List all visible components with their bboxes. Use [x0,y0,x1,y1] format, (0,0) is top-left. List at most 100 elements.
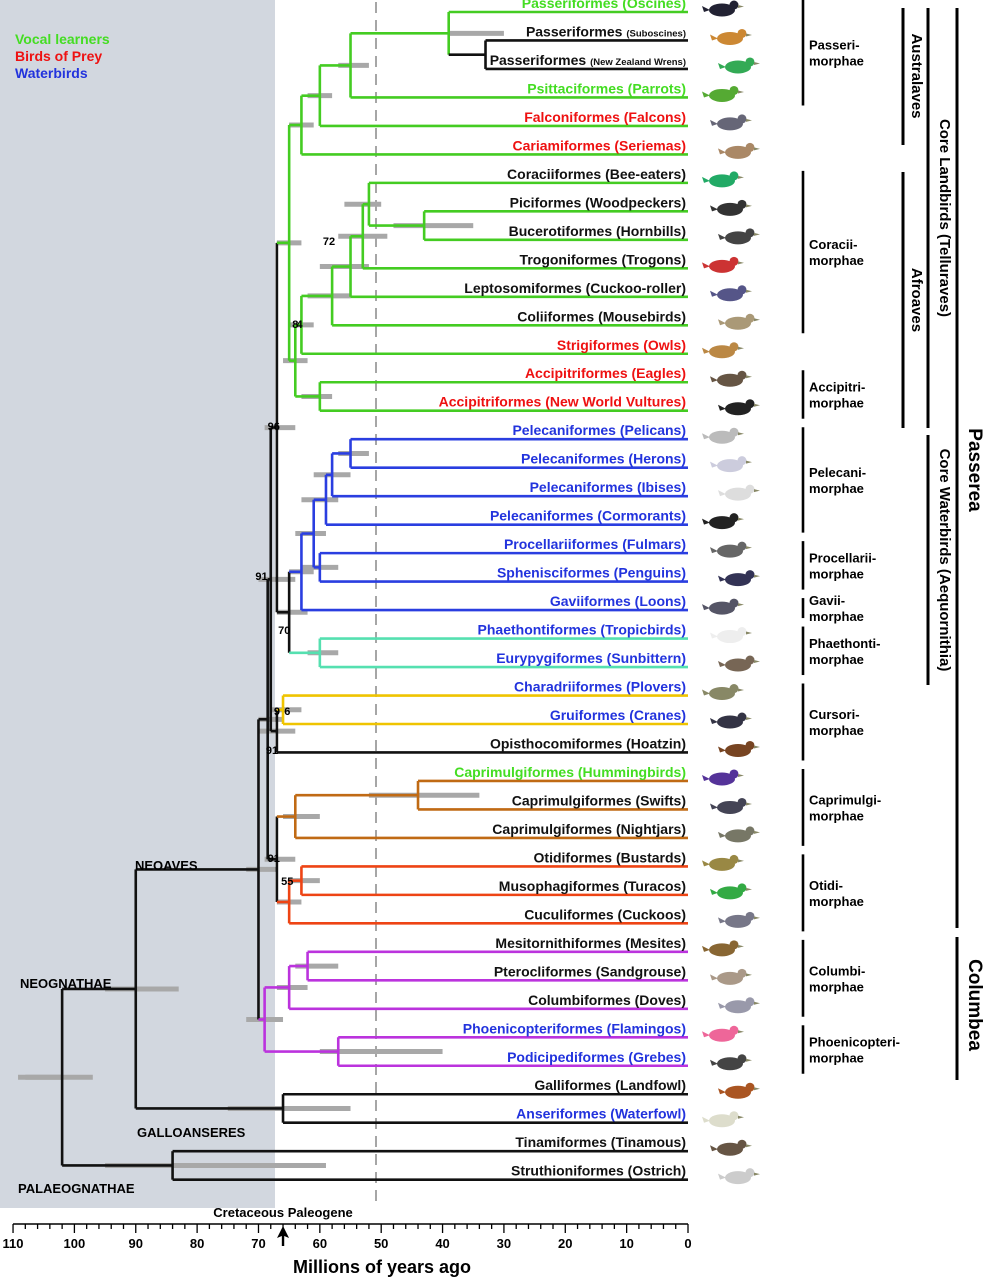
bird-body [709,430,735,444]
bird-head [745,57,755,67]
bird-tail [702,6,710,12]
bird-body [709,943,735,957]
bird-body [717,31,743,45]
bird-tail [710,888,718,895]
bird-illustration [702,256,744,273]
bird-tail [702,1031,710,1038]
axis-tick-label: 50 [374,1236,388,1251]
axis-tick-label: 40 [435,1236,449,1251]
bird-tail [710,34,718,41]
bird-body [725,573,751,587]
bird-head [729,0,739,10]
bird-beak [746,1058,752,1062]
bird-beak [738,261,744,265]
bird-tail [718,831,726,838]
bird-illustration [702,684,744,701]
bird-body [725,145,751,159]
bird-tail [718,404,726,411]
bird-illustration [710,1139,752,1156]
bird-tail [702,433,710,440]
bird-head [729,85,739,95]
axis-tick-label: 20 [558,1236,572,1251]
taxon-label: Phaethontiformes (Tropicbirds) [478,622,686,638]
axis-tick-label: 70 [251,1236,265,1251]
bird-head [729,854,739,864]
bird-head [745,142,755,152]
bird-illustration [710,968,752,985]
bird-body [717,886,743,900]
bird-tail [702,91,710,98]
bird-head [745,228,755,238]
axis-tick-label: 0 [684,1236,691,1251]
bird-body [709,516,735,530]
branches [60,10,688,1181]
bird-beak [746,375,752,379]
period-labels: Cretaceous Paleogene [213,1205,352,1220]
bird-illustration [710,370,752,387]
bird-illustration [702,854,744,871]
bird-body [717,288,743,302]
support-value: 96 [268,421,280,433]
taxon-label: Eurypygiformes (Sunbittern) [496,650,686,666]
bird-tail [718,233,726,240]
bird-body [725,1000,751,1014]
bird-illustration [710,883,752,900]
bird-tail [702,1116,710,1123]
clade-label-neognathae: NEOGNATHAE [20,976,112,991]
bird-beak [754,403,760,407]
bird-head [737,199,747,209]
support-value: 6 [284,706,290,718]
bird-illustration [710,114,752,131]
bird-illustration [702,513,744,530]
bird-head [745,399,755,409]
taxon-label: Bucerotiformes (Hornbills) [509,223,686,239]
group-label: Caprimulgi- [809,792,881,807]
bird-head [745,997,755,1007]
bird-head [737,883,747,893]
bird-beak [754,574,760,578]
bird-tail [702,604,710,611]
bird-tail [710,290,718,297]
taxon-label: Mesitornithiformes (Mesites) [495,935,686,951]
bird-tail [718,917,726,924]
bird-beak [754,232,760,236]
bird-tail [710,376,718,383]
group-label: Procellarii- [809,550,876,565]
bird-body [709,345,735,359]
bird-head [729,940,739,950]
bird-head [737,797,747,807]
bird-illustration [718,228,760,245]
support-value: 8 [292,319,298,331]
bird-beak [746,546,752,550]
taxon-label: Procellariiformes (Fulmars) [504,536,686,552]
taxon-label: Pelecaniformes (Cormorants) [490,508,686,524]
clade-label-neoaves: NEOAVES [135,858,198,873]
bird-beak [746,460,752,464]
bird-body [709,857,735,871]
bird-beak [746,717,752,720]
bird-illustration [710,712,752,729]
bird-body [709,601,735,615]
support-value: 7 [278,625,284,637]
supergroup-label-core_waterbirds: Core Waterbirds (Aequornithia) [936,449,953,672]
taxon-label: Pelecaniformes (Herons) [521,451,686,467]
bird-illustration [710,456,752,473]
bird-body [725,829,751,843]
supergroup-label-columbea: Columbea [964,959,983,1051]
bird-illustration [710,541,752,558]
group-label: Columbi- [809,963,865,978]
bird-beak [746,289,752,293]
axis-tick-label: 10 [619,1236,633,1251]
supergroup-label-passerea: Passerea [964,428,983,512]
bird-body [717,715,743,729]
bird-illustration [718,313,760,330]
support-value: 1 [272,745,278,757]
support-value: 91 [255,571,267,583]
bird-head [729,171,739,181]
group-label: Otidi- [809,878,843,893]
clade-labels: NEOAVES NEOGNATHAE GALLOANSERES PALAEOGNATH… [18,858,246,1196]
bird-beak [738,1115,744,1119]
bird-body [725,316,751,330]
bird-head [729,342,739,352]
